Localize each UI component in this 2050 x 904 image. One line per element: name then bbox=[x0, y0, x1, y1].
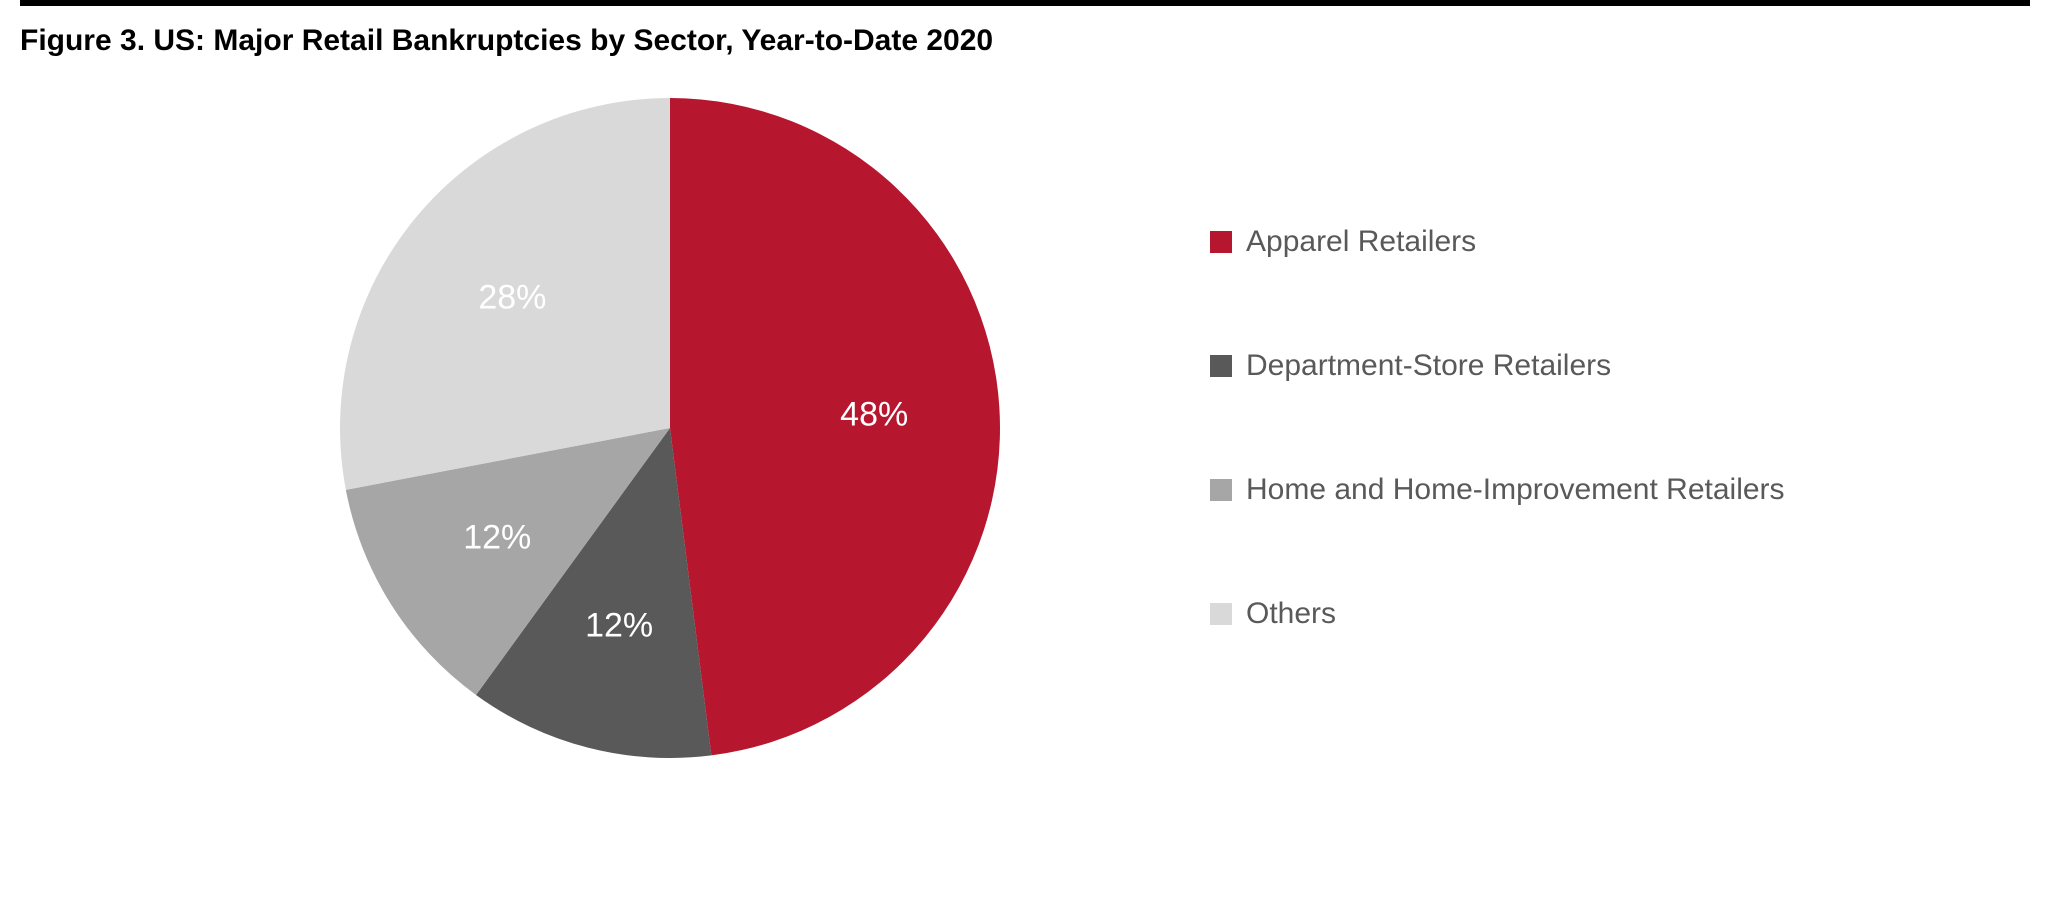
legend-swatch bbox=[1210, 603, 1232, 625]
chart-row: 48% 12% 12% 28% Apparel Retailers Department… bbox=[20, 98, 2030, 758]
pie-slice-label: 12% bbox=[463, 518, 531, 557]
legend: Apparel Retailers Department-Store Retail… bbox=[1210, 225, 1785, 631]
legend-swatch bbox=[1210, 355, 1232, 377]
legend-item: Others bbox=[1210, 597, 1785, 631]
legend-label: Department-Store Retailers bbox=[1246, 349, 1611, 383]
pie-chart: 48% 12% 12% 28% bbox=[340, 98, 1000, 758]
figure-title: Figure 3. US: Major Retail Bankruptcies … bbox=[20, 24, 2030, 58]
legend-label: Home and Home-Improvement Retailers bbox=[1246, 473, 1785, 507]
top-rule bbox=[20, 0, 2030, 6]
legend-item: Apparel Retailers bbox=[1210, 225, 1785, 259]
pie-slice bbox=[670, 98, 1000, 755]
legend-swatch bbox=[1210, 479, 1232, 501]
pie-slice-label: 12% bbox=[585, 607, 653, 646]
legend-item: Department-Store Retailers bbox=[1210, 349, 1785, 383]
figure-container: Figure 3. US: Major Retail Bankruptcies … bbox=[0, 0, 2050, 904]
legend-label: Others bbox=[1246, 597, 1336, 631]
pie-slice-label: 28% bbox=[478, 278, 546, 317]
legend-item: Home and Home-Improvement Retailers bbox=[1210, 473, 1785, 507]
legend-swatch bbox=[1210, 231, 1232, 253]
pie-slice-label: 48% bbox=[840, 396, 908, 435]
legend-label: Apparel Retailers bbox=[1246, 225, 1476, 259]
